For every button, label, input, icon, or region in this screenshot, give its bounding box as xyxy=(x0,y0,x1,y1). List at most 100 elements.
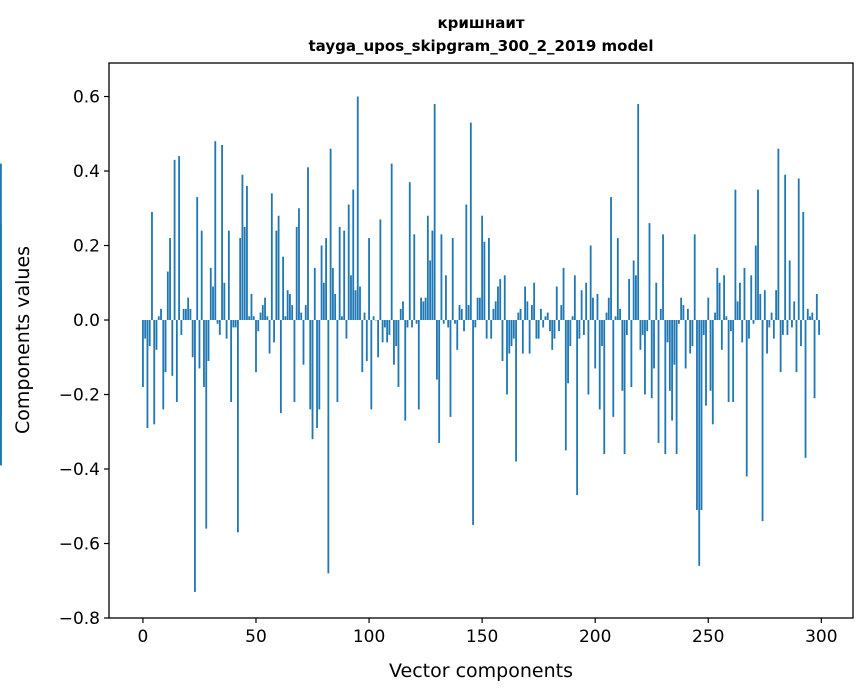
bar xyxy=(775,290,778,321)
y-axis-ticks: −0.8 −0.6 −0.4 −0.2 0.0 0.2 0.4 0.6 xyxy=(59,88,109,629)
bar xyxy=(144,320,147,339)
bar xyxy=(454,320,456,324)
bar xyxy=(727,320,730,402)
bar xyxy=(587,320,590,395)
bar xyxy=(390,163,393,321)
bar xyxy=(582,320,585,335)
bar xyxy=(189,308,192,321)
bar xyxy=(320,245,323,321)
bar xyxy=(162,320,165,410)
bar xyxy=(578,320,581,339)
bar xyxy=(463,320,465,332)
bar xyxy=(605,312,608,321)
bar xyxy=(173,159,176,321)
bar xyxy=(212,286,214,321)
bar xyxy=(684,320,687,369)
x-axis-label: Vector components xyxy=(389,660,573,682)
bar xyxy=(327,320,330,574)
bar xyxy=(596,293,599,321)
bar xyxy=(474,320,477,328)
bar xyxy=(248,316,251,321)
bar xyxy=(585,282,588,321)
bar xyxy=(0,301,2,321)
bar xyxy=(677,320,680,324)
bar xyxy=(268,320,271,354)
bar xyxy=(508,320,511,354)
bar xyxy=(460,308,463,321)
bar xyxy=(601,320,603,347)
bar xyxy=(793,301,796,321)
bar xyxy=(777,148,780,321)
bar xyxy=(0,320,2,466)
bar xyxy=(729,320,732,332)
bar xyxy=(607,297,610,321)
y-tick-label: −0.4 xyxy=(59,460,100,480)
bar xyxy=(325,238,327,321)
bar xyxy=(646,320,649,332)
bar xyxy=(818,320,820,335)
bar xyxy=(270,193,273,321)
bar xyxy=(526,301,529,321)
bar xyxy=(788,260,791,321)
bar xyxy=(331,267,334,321)
bar xyxy=(637,103,640,321)
bar xyxy=(664,320,667,455)
bar xyxy=(322,282,325,321)
plot-frame xyxy=(108,62,854,619)
bar xyxy=(209,267,212,321)
bar xyxy=(341,316,343,321)
bar xyxy=(610,197,612,321)
bar xyxy=(350,275,352,321)
bar xyxy=(368,238,370,321)
bar xyxy=(379,219,382,321)
bar xyxy=(725,316,728,321)
bar xyxy=(381,320,384,343)
bar xyxy=(786,320,789,335)
bar xyxy=(275,230,278,321)
bar xyxy=(329,148,332,321)
bar xyxy=(397,320,400,388)
bar xyxy=(465,204,468,321)
bar xyxy=(302,320,305,365)
bar xyxy=(569,320,572,347)
bar xyxy=(743,267,746,321)
bar xyxy=(682,305,685,321)
bar xyxy=(359,286,361,321)
bar xyxy=(623,320,626,455)
bar xyxy=(802,211,805,321)
bar xyxy=(739,282,741,321)
bar xyxy=(506,320,508,395)
bar xyxy=(440,234,443,321)
bar xyxy=(243,226,246,321)
bar xyxy=(207,320,210,361)
bar xyxy=(426,215,429,321)
bar xyxy=(415,320,418,324)
y-tick-label: 0.4 xyxy=(73,162,100,182)
bar xyxy=(318,320,321,410)
bar xyxy=(286,290,289,321)
bar xyxy=(203,320,205,388)
bar xyxy=(436,320,438,380)
x-tick-label: 250 xyxy=(692,627,724,647)
bar xyxy=(809,316,811,321)
bar xyxy=(0,163,2,321)
bar xyxy=(311,320,314,440)
bar xyxy=(761,320,764,522)
bar xyxy=(800,320,802,347)
bar xyxy=(530,305,533,321)
bar-series xyxy=(0,96,820,592)
bar xyxy=(225,320,228,339)
bar xyxy=(221,144,223,321)
bar xyxy=(478,297,481,321)
bar xyxy=(279,320,282,414)
bar xyxy=(451,238,454,321)
bar xyxy=(347,204,350,321)
bar xyxy=(759,293,762,321)
bar xyxy=(644,320,646,395)
bar xyxy=(714,312,716,321)
bar xyxy=(445,275,447,321)
bar xyxy=(551,320,554,350)
bar xyxy=(680,297,683,321)
y-tick-label: 0.2 xyxy=(73,237,100,257)
